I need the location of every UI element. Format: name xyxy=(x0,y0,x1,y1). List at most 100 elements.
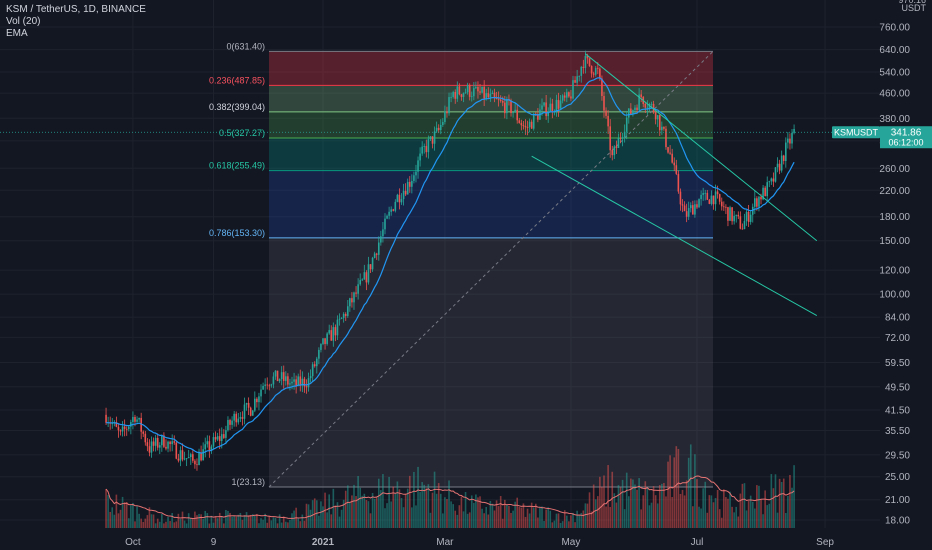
volume-bar xyxy=(175,521,178,528)
candle-body xyxy=(586,55,589,59)
candle-body xyxy=(158,445,161,448)
volume-bar xyxy=(563,510,566,528)
volume-bar xyxy=(179,519,182,528)
volume-bar xyxy=(772,488,775,528)
symbol-title[interactable]: KSM / TetherUS, 1D, BINANCE xyxy=(6,4,146,15)
candle-body xyxy=(470,96,473,98)
candle-body xyxy=(559,100,562,109)
candle-body xyxy=(175,442,178,459)
volume-ma-path xyxy=(105,475,795,520)
volume-bar xyxy=(576,510,578,528)
volume-bar xyxy=(439,493,442,528)
price-tick-label: 120.00 xyxy=(879,266,910,277)
volume-bar xyxy=(144,518,147,528)
candle-body xyxy=(388,211,390,216)
volume-bar xyxy=(334,505,337,528)
candle-body xyxy=(584,55,587,68)
volume-bar xyxy=(475,494,477,528)
candle-body xyxy=(318,349,320,359)
volume-bar xyxy=(720,517,723,528)
candle-body xyxy=(663,126,665,129)
candle-body xyxy=(793,129,795,133)
volume-bar xyxy=(776,512,779,528)
volume-ma-line xyxy=(105,475,795,520)
candle-body xyxy=(714,191,717,205)
candle-body xyxy=(444,111,446,123)
time-tick-label: Oct xyxy=(125,537,141,548)
volume-bar xyxy=(326,512,328,528)
candle-body xyxy=(754,198,756,207)
volume-bar xyxy=(303,520,306,528)
volume-bar xyxy=(138,513,140,528)
candle-body xyxy=(311,364,314,377)
candle-body xyxy=(251,410,254,416)
candle-body xyxy=(237,418,240,423)
candle-body xyxy=(700,194,702,200)
volume-bar xyxy=(109,511,111,528)
candle-body xyxy=(479,91,481,93)
price-tick-label: 18.00 xyxy=(885,516,910,527)
volume-bar xyxy=(293,510,295,528)
candle-body xyxy=(132,416,134,423)
volume-bar xyxy=(208,523,211,528)
candle-body xyxy=(382,229,384,237)
volume-bar xyxy=(318,515,320,528)
candle-body xyxy=(557,99,560,109)
volume-bar xyxy=(780,481,783,528)
candle-body xyxy=(396,194,399,202)
volume-bar xyxy=(342,499,345,528)
volume-bar xyxy=(617,485,620,528)
volume-bar xyxy=(706,512,709,528)
candle-body xyxy=(146,442,149,447)
time-axis[interactable]: Oct92021MarMayJulSepNov xyxy=(0,528,932,550)
volume-bar xyxy=(210,515,213,528)
candle-body xyxy=(704,192,707,194)
volume-bar xyxy=(340,509,343,528)
price-tick-label: 41.50 xyxy=(885,405,910,416)
time-tick-label: 2021 xyxy=(312,537,335,548)
volume-bar xyxy=(237,514,240,528)
ema-path xyxy=(106,77,795,454)
volume-bar xyxy=(462,511,465,528)
candle-body xyxy=(280,372,283,380)
candle-body xyxy=(212,437,215,447)
candle-body xyxy=(770,178,773,182)
candle-body xyxy=(142,431,145,434)
candle-body xyxy=(307,378,310,388)
volume-bar xyxy=(677,448,680,528)
price-tick-label: 21.00 xyxy=(885,495,910,506)
volume-bar xyxy=(427,484,430,528)
volume-indicator-label[interactable]: Vol (20) xyxy=(6,16,41,27)
volume-bar xyxy=(355,496,357,528)
volume-bar xyxy=(658,485,661,528)
volume-bar xyxy=(338,516,341,528)
candle-body xyxy=(377,242,380,255)
volume-bar xyxy=(493,510,496,528)
candle-body xyxy=(326,333,328,344)
candle-body xyxy=(353,292,355,303)
volume-bar xyxy=(233,515,235,528)
candle-body xyxy=(313,364,316,367)
candle-body xyxy=(661,126,663,131)
volume-bar xyxy=(152,514,155,528)
price-tick-label: 29.50 xyxy=(885,450,910,461)
volume-bar xyxy=(741,483,744,528)
volume-bar xyxy=(225,509,227,528)
fibonacci-labels: 0(631.40) 0.236(487.85) 0.382(399.04) 0.5(3… xyxy=(209,41,265,487)
candlestick-series xyxy=(105,50,795,471)
candle-body xyxy=(365,272,368,283)
candle-body xyxy=(336,319,339,336)
candle-body xyxy=(297,376,300,386)
price-tick-label: 100.00 xyxy=(879,290,910,301)
trend-lines[interactable] xyxy=(531,53,818,316)
candle-body xyxy=(305,386,308,388)
volume-bar xyxy=(367,501,370,528)
volume-bar xyxy=(351,495,353,528)
volume-bar xyxy=(599,476,601,528)
ema-indicator-label[interactable]: EMA xyxy=(6,28,28,39)
volume-bar xyxy=(787,496,789,528)
volume-bar xyxy=(518,506,521,528)
bar-countdown: 06:12:00 xyxy=(888,138,923,148)
